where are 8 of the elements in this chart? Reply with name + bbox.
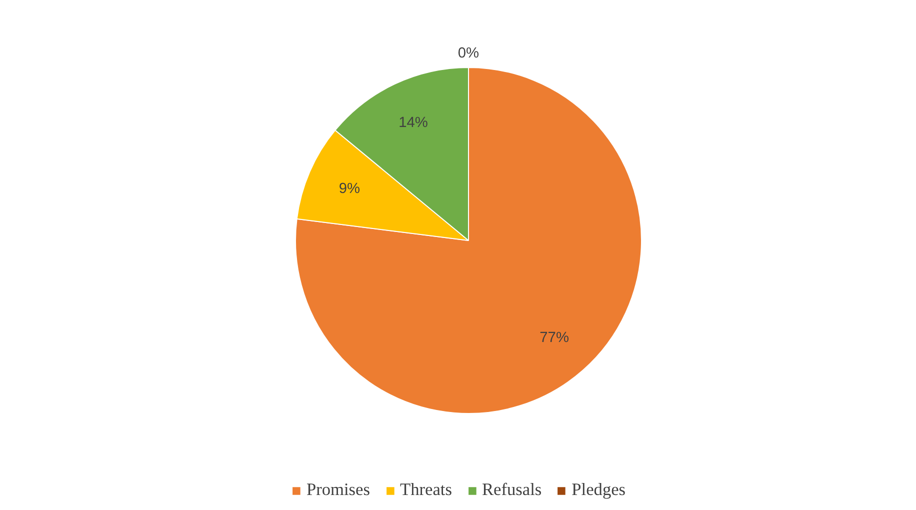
- legend-label: Refusals: [482, 480, 542, 500]
- data-label: 9%: [338, 180, 360, 197]
- legend-label: Threats: [400, 480, 452, 500]
- text: 0%: [458, 46, 480, 62]
- data-label: 14%: [398, 115, 428, 132]
- data-label: 77%: [540, 330, 569, 346]
- legend-label: Pledges: [572, 480, 626, 500]
- legend-label: Promises: [306, 480, 370, 500]
